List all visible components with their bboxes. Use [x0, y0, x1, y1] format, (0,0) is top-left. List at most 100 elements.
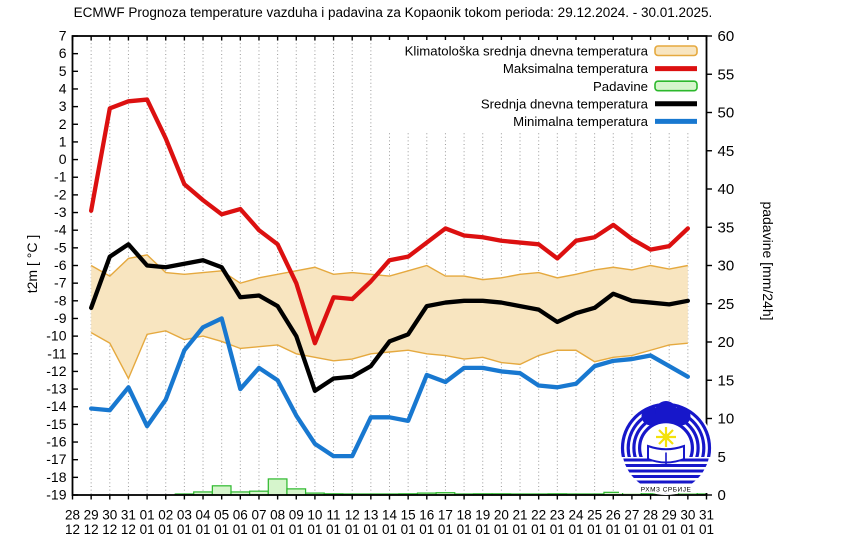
x-day-label: 31 [699, 508, 714, 523]
x-day-label: 04 [196, 508, 212, 523]
x-month-label: 12 [121, 522, 136, 537]
x-month-label: 01 [270, 522, 285, 537]
x-day-label: 18 [457, 508, 472, 523]
left-tick-label: 1 [59, 133, 67, 149]
right-tick-label: 30 [718, 258, 735, 275]
x-day-label: 30 [680, 508, 695, 523]
x-month-label: 01 [382, 522, 397, 537]
left-tick-label: -3 [54, 204, 67, 220]
x-day-label: 12 [345, 508, 360, 523]
left-tick-label: 5 [59, 63, 67, 79]
x-month-label: 12 [84, 522, 99, 537]
legend-item: Padavine [593, 79, 698, 94]
right-tick-label: 55 [718, 66, 735, 83]
max-temp-line [88, 97, 691, 346]
x-month-label: 01 [214, 522, 229, 537]
x-day-label: 20 [494, 508, 509, 523]
left-tick-label: -2 [54, 186, 67, 202]
x-day-label: 28 [65, 508, 80, 523]
legend: Klimatološka srednja dnevna temperatura M… [372, 40, 704, 132]
legend-box-swatch [654, 45, 698, 57]
x-day-label: 25 [587, 508, 602, 523]
left-tick-label: 4 [59, 80, 67, 96]
right-tick-label: 45 [718, 143, 735, 160]
x-month-label: 01 [531, 522, 546, 537]
x-day-label: 21 [513, 508, 528, 523]
x-month-label: 01 [606, 522, 621, 537]
x-month-label: 01 [233, 522, 248, 537]
left-tick-label: -15 [46, 416, 66, 432]
right-tick-label: 20 [718, 334, 735, 351]
x-day-label: 09 [289, 508, 304, 523]
axis-tick-labels: 76543210-1-2-3-4-5-6-7-8-9-10-11-12-13-1… [46, 28, 734, 538]
left-tick-label: -4 [54, 222, 67, 238]
right-tick-label: 40 [718, 181, 735, 198]
x-day-label: 07 [251, 508, 266, 523]
logo-caption: РХМЗ СРБИЈЕ [641, 487, 692, 494]
left-tick-label: -17 [46, 451, 66, 467]
right-tick-label: 50 [718, 105, 735, 122]
rhmz-serbia-logo: РХМЗ СРБИЈЕ [619, 401, 713, 495]
sun-icon [656, 427, 676, 447]
x-month-label: 01 [345, 522, 360, 537]
x-month-label: 01 [158, 522, 173, 537]
x-month-label: 12 [65, 522, 80, 537]
x-month-label: 01 [457, 522, 472, 537]
x-day-label: 11 [327, 508, 341, 523]
mean-temp-line [88, 242, 691, 393]
x-month-label: 01 [289, 522, 304, 537]
x-month-label: 01 [177, 522, 192, 537]
x-day-label: 31 [121, 508, 136, 523]
right-tick-label: 0 [718, 487, 726, 504]
x-day-label: 10 [307, 508, 322, 523]
left-tick-label: -9 [54, 310, 67, 326]
x-month-label: 01 [363, 522, 378, 537]
legend-item: Srednja dnevna temperatura [481, 96, 697, 111]
left-tick-label: -14 [46, 398, 66, 414]
x-month-label: 01 [680, 522, 695, 537]
legend-box-swatch [654, 80, 698, 92]
right-tick-label: 10 [718, 411, 735, 428]
left-tick-label: -6 [54, 257, 67, 273]
x-day-label: 06 [233, 508, 248, 523]
x-month-label: 01 [196, 522, 211, 537]
x-day-label: 01 [140, 508, 155, 523]
x-day-label: 05 [214, 508, 229, 523]
cloud-icon [641, 401, 691, 426]
x-day-label: 29 [662, 508, 677, 523]
x-month-label: 01 [251, 522, 266, 537]
x-month-label: 01 [475, 522, 490, 537]
legend-item: Minimalna temperatura [513, 114, 697, 129]
left-tick-label: -10 [46, 328, 66, 344]
x-month-label: 01 [140, 522, 155, 537]
right-tick-label: 5 [718, 449, 726, 466]
x-month-label: 01 [401, 522, 416, 537]
left-tick-label: -12 [46, 363, 66, 379]
x-day-label: 29 [84, 508, 99, 523]
left-tick-label: -7 [54, 275, 67, 291]
x-day-label: 26 [606, 508, 621, 523]
x-day-label: 13 [363, 508, 378, 523]
x-day-label: 27 [624, 508, 639, 523]
left-tick-label: 3 [59, 98, 67, 114]
left-tick-label: -5 [54, 239, 67, 255]
x-day-label: 17 [438, 508, 453, 523]
x-day-label: 24 [568, 508, 584, 523]
left-tick-label: 6 [59, 45, 67, 61]
legend-label: Minimalna temperatura [513, 114, 649, 129]
x-month-label: 01 [643, 522, 658, 537]
x-day-label: 28 [643, 508, 658, 523]
left-tick-label: 2 [59, 116, 67, 132]
x-month-label: 01 [550, 522, 565, 537]
chart-title: ECMWF Prognoza temperature vazduha i pad… [73, 5, 713, 20]
x-month-label: 01 [662, 522, 677, 537]
left-tick-label: -11 [47, 345, 66, 361]
x-month-label: 01 [438, 522, 453, 537]
left-tick-label: -18 [46, 469, 66, 485]
x-month-label: 01 [326, 522, 341, 537]
left-tick-label: 7 [59, 28, 67, 44]
left-tick-label: -1 [54, 169, 67, 185]
legend-label: Padavine [593, 79, 648, 94]
